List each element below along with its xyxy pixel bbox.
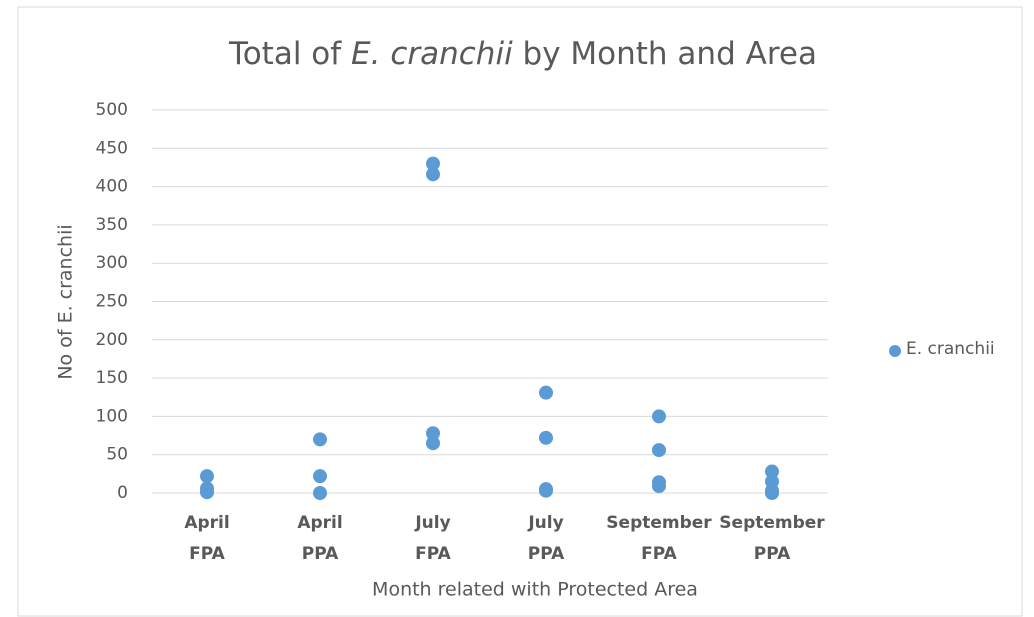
data-point: [426, 426, 440, 441]
data-point: [652, 479, 666, 494]
data-point: [426, 436, 440, 451]
y-tick-label: 150: [96, 368, 128, 388]
data-point: [313, 432, 327, 447]
data-point: [539, 385, 553, 400]
data-point: [652, 409, 666, 424]
y-tick-label: 500: [96, 100, 128, 120]
x-tick-label: April PPA: [297, 513, 342, 564]
chart-title: Total of E. cranchii by Month and Area: [228, 36, 817, 72]
y-tick-label: 50: [106, 445, 128, 465]
x-tick-label: July FPA: [414, 513, 451, 564]
data-point: [313, 469, 327, 484]
data-point: [765, 464, 779, 479]
y-tick-label: 450: [96, 138, 128, 158]
y-axis-label: No of E. cranchii: [55, 224, 77, 379]
y-tick-label: 100: [96, 406, 128, 426]
x-tick-label: July PPA: [527, 513, 565, 564]
y-tick-label: 400: [96, 177, 128, 197]
data-point: [200, 469, 214, 484]
y-tick-label: 300: [96, 253, 128, 273]
data-point: [313, 486, 327, 500]
x-tick-label: September FPA: [606, 513, 712, 564]
data-point: [539, 483, 553, 498]
y-tick-label: 250: [96, 292, 128, 312]
x-tick-label: September PPA: [719, 513, 825, 564]
legend-marker: [889, 345, 901, 357]
x-axis-label: Month related with Protected Area: [372, 579, 698, 601]
data-point: [652, 443, 666, 458]
x-tick-label: April FPA: [184, 513, 229, 564]
y-tick-label: 0: [117, 483, 128, 503]
y-tick-label: 200: [96, 330, 128, 350]
data-point: [200, 485, 214, 500]
data-point: [539, 430, 553, 445]
y-tick-label: 350: [96, 215, 128, 235]
legend-label: E. cranchii: [906, 339, 995, 359]
chart-frame: [17, 6, 1023, 617]
data-point: [426, 156, 440, 171]
data-point: [765, 486, 779, 500]
data-point: [426, 167, 440, 182]
